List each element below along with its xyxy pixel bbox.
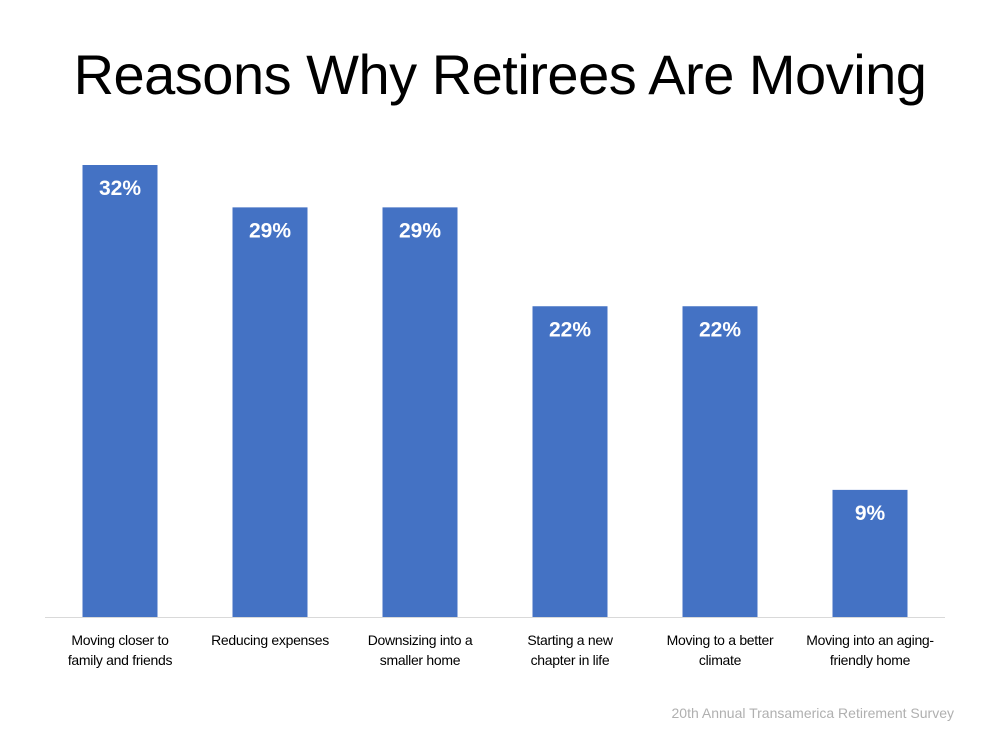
data-label: 29% <box>399 219 441 242</box>
data-label: 29% <box>249 219 291 242</box>
category-label: Moving closer to family and friends <box>67 632 173 668</box>
category-label: Downsizing into a smaller home <box>367 632 473 668</box>
category-label: Moving to a better climate <box>666 632 774 668</box>
category-label: Reducing expenses <box>211 632 329 648</box>
data-label: 32% <box>99 177 141 200</box>
category-label: Starting a new chapter in life <box>527 632 613 668</box>
data-label: 22% <box>699 318 741 341</box>
bar <box>832 489 908 617</box>
data-label: 9% <box>855 502 886 525</box>
bar <box>232 207 308 617</box>
data-label: 22% <box>549 318 591 341</box>
bar <box>82 165 158 617</box>
bar <box>532 306 608 617</box>
bar <box>382 207 458 617</box>
chart-title: Reasons Why Retirees Are Moving <box>73 43 927 106</box>
source-note: 20th Annual Transamerica Retirement Surv… <box>671 705 954 721</box>
bar <box>682 306 758 617</box>
category-label: Moving into an aging- friendly home <box>806 632 934 668</box>
